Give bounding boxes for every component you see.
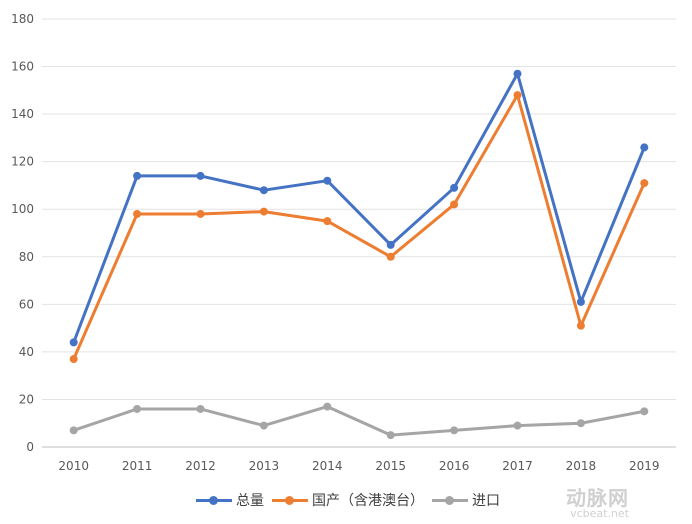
legend-label: 进口 xyxy=(472,493,500,509)
y-tick-label: 100 xyxy=(11,202,34,216)
series-line-0 xyxy=(72,72,646,343)
data-point xyxy=(133,209,142,218)
legend-swatch xyxy=(432,495,468,505)
data-point xyxy=(450,200,459,209)
x-tick-label: 2017 xyxy=(502,459,533,473)
data-point xyxy=(196,404,205,413)
data-point xyxy=(259,186,268,195)
series-line-2 xyxy=(73,405,645,437)
series-line-1 xyxy=(72,93,646,360)
watermark-cn: 动脉网 xyxy=(566,486,629,510)
x-tick-label: 2011 xyxy=(122,459,153,473)
data-point xyxy=(640,143,649,152)
y-tick-label: 80 xyxy=(19,250,34,264)
y-tick-label: 60 xyxy=(19,297,34,311)
data-point xyxy=(196,209,205,218)
data-point xyxy=(576,321,585,330)
data-point xyxy=(133,171,142,180)
x-tick-label: 2016 xyxy=(439,459,470,473)
data-point xyxy=(450,426,459,435)
y-tick-label: 140 xyxy=(11,107,34,121)
x-tick-label: 2018 xyxy=(566,459,597,473)
data-point xyxy=(576,419,585,428)
y-tick-label: 0 xyxy=(26,440,34,454)
legend-item-domestic: 国产（含港澳台） xyxy=(272,490,424,510)
x-tick-label: 2013 xyxy=(249,459,280,473)
legend: 总量 国产（含港澳台） 进口 xyxy=(196,490,508,510)
data-point xyxy=(640,179,649,188)
y-tick-label: 20 xyxy=(19,392,34,406)
x-tick-label: 2014 xyxy=(312,459,343,473)
data-point xyxy=(576,297,585,306)
data-point xyxy=(513,91,522,100)
data-point xyxy=(69,426,78,435)
data-point xyxy=(259,207,268,216)
watermark-logo: 动脉网 vcbeat.net xyxy=(566,482,629,520)
y-tick-label: 40 xyxy=(19,345,34,359)
x-tick-label: 2010 xyxy=(58,459,89,473)
data-point xyxy=(386,240,395,249)
data-point xyxy=(450,183,459,192)
y-tick-label: 160 xyxy=(11,60,34,74)
data-point xyxy=(386,252,395,261)
y-tick-label: 120 xyxy=(11,155,34,169)
x-tick-label: 2012 xyxy=(185,459,216,473)
legend-swatch xyxy=(272,495,308,505)
legend-item-total: 总量 xyxy=(196,490,264,510)
data-point xyxy=(386,431,395,440)
x-tick-label: 2019 xyxy=(629,459,660,473)
data-point xyxy=(133,404,142,413)
data-point xyxy=(513,421,522,430)
legend-item-import: 进口 xyxy=(432,490,500,510)
watermark-en: vcbeat.net xyxy=(570,507,629,520)
data-point xyxy=(323,217,332,226)
data-point xyxy=(259,421,268,430)
legend-label: 国产（含港澳台） xyxy=(312,493,424,509)
data-point xyxy=(69,338,78,347)
legend-swatch xyxy=(196,495,232,505)
data-point xyxy=(323,176,332,185)
data-point xyxy=(69,355,78,364)
legend-label: 总量 xyxy=(236,493,264,509)
data-point xyxy=(196,171,205,180)
data-point xyxy=(323,402,332,411)
data-point xyxy=(640,407,649,416)
y-tick-label: 180 xyxy=(11,12,34,26)
data-point xyxy=(513,69,522,78)
x-tick-label: 2015 xyxy=(375,459,406,473)
